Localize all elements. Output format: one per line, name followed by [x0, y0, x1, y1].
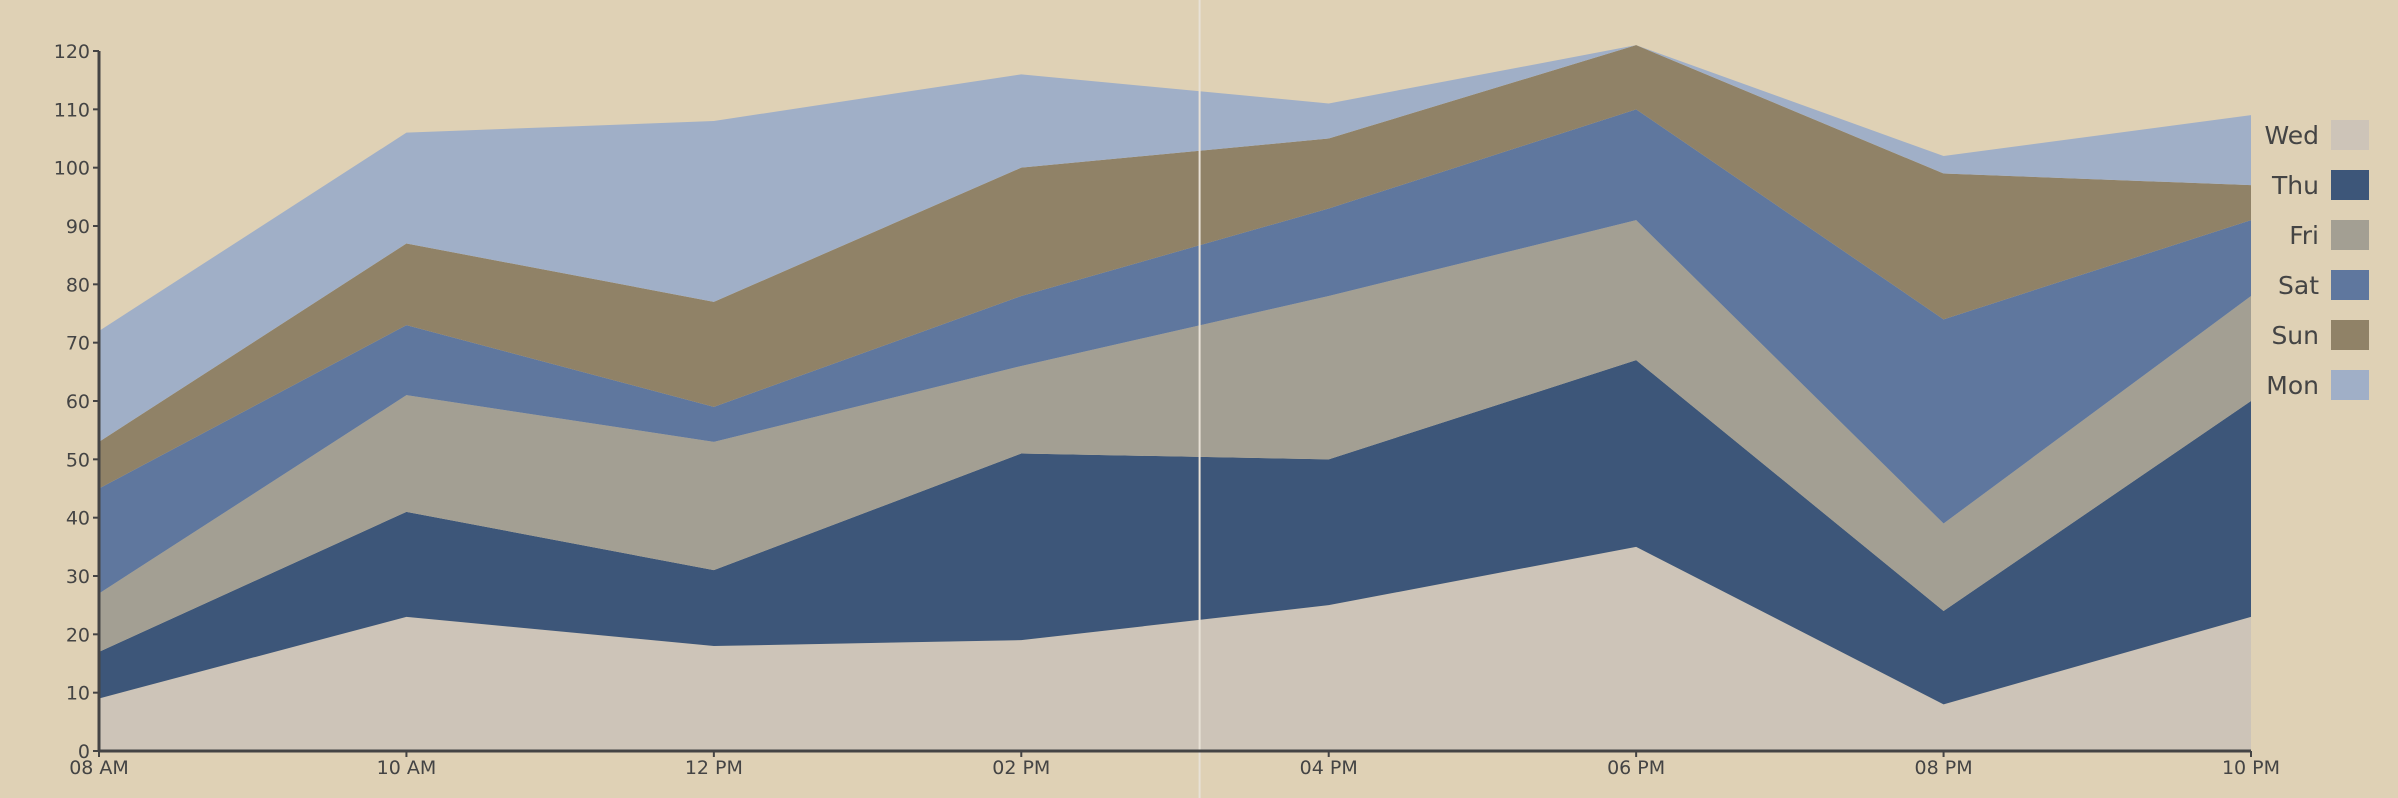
legend-swatch	[2331, 120, 2369, 150]
y-tick-label: 120	[54, 41, 90, 63]
x-tick-label: 12 PM	[685, 757, 743, 779]
x-tick-label: 08 PM	[1915, 757, 1973, 779]
x-tick-label: 02 PM	[992, 757, 1050, 779]
y-tick-label: 80	[66, 274, 90, 296]
y-tick-label: 50	[66, 449, 90, 471]
legend-item-sun[interactable]: Sun	[2271, 320, 2369, 350]
x-tick-label: 10 PM	[2222, 757, 2280, 779]
x-tick-label: 10 AM	[377, 757, 437, 779]
y-tick-label: 20	[66, 624, 90, 646]
legend-item-fri[interactable]: Fri	[2289, 220, 2369, 250]
area-fri	[99, 220, 2251, 652]
y-tick-label: 0	[78, 741, 90, 763]
x-tick-label: 04 PM	[1300, 757, 1358, 779]
legend-label: Fri	[2289, 221, 2319, 250]
legend-label: Mon	[2266, 371, 2319, 400]
legend-swatch	[2331, 170, 2369, 200]
x-tick-label: 06 PM	[1607, 757, 1665, 779]
legend: Wed Thu Fri Sat Sun Mon	[2264, 120, 2369, 400]
legend-item-wed[interactable]: Wed	[2264, 120, 2369, 150]
y-tick-label: 70	[66, 333, 90, 355]
x-tick-label: 08 AM	[69, 757, 129, 779]
area-sat	[99, 109, 2251, 594]
legend-label: Sun	[2271, 321, 2319, 350]
y-tick-label: 110	[54, 99, 90, 121]
area-mon	[99, 45, 2251, 442]
legend-label: Sat	[2278, 271, 2319, 300]
legend-swatch	[2331, 220, 2369, 250]
y-tick-label: 30	[66, 566, 90, 588]
area-thu	[99, 360, 2251, 705]
area-series-group	[99, 45, 2251, 751]
legend-label: Wed	[2264, 121, 2319, 150]
y-tick-label: 90	[66, 216, 90, 238]
y-tick-label: 40	[66, 508, 90, 530]
legend-label: Thu	[2271, 171, 2319, 200]
y-tick-label: 60	[66, 391, 90, 413]
legend-item-thu[interactable]: Thu	[2271, 170, 2369, 200]
legend-swatch	[2331, 370, 2369, 400]
legend-swatch	[2331, 270, 2369, 300]
area-sun	[99, 45, 2251, 489]
legend-item-sat[interactable]: Sat	[2278, 270, 2369, 300]
y-tick-label: 100	[54, 158, 90, 180]
area-wed	[99, 546, 2251, 751]
y-tick-label: 10	[66, 683, 90, 705]
legend-swatch	[2331, 320, 2369, 350]
legend-item-mon[interactable]: Mon	[2266, 370, 2369, 400]
axes-group: 0 10 20 30 40 50 60 70 80 90 100 110 120 08 AM 10 AM 12…	[54, 41, 2280, 779]
